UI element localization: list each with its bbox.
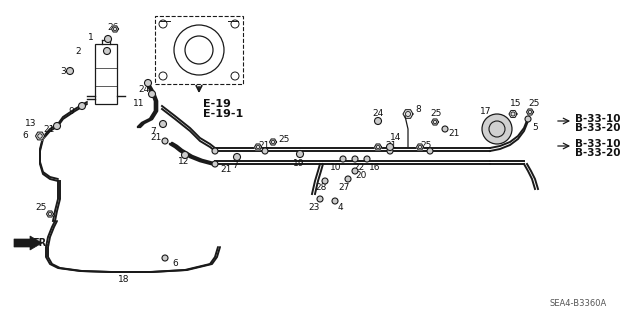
Circle shape xyxy=(322,178,328,184)
Text: E-19-1: E-19-1 xyxy=(203,109,243,119)
Circle shape xyxy=(159,121,166,128)
Polygon shape xyxy=(111,26,118,32)
Text: 6: 6 xyxy=(22,131,28,140)
Polygon shape xyxy=(403,110,413,118)
Text: 21: 21 xyxy=(43,124,54,133)
Circle shape xyxy=(162,138,168,144)
Text: 25: 25 xyxy=(528,100,540,108)
Circle shape xyxy=(482,114,512,144)
Text: E-19: E-19 xyxy=(203,99,231,109)
Text: 19: 19 xyxy=(293,159,305,167)
Circle shape xyxy=(374,117,381,124)
Text: 4: 4 xyxy=(338,203,344,211)
Circle shape xyxy=(364,156,370,162)
Text: 22: 22 xyxy=(353,162,364,172)
Circle shape xyxy=(54,122,61,130)
Circle shape xyxy=(332,198,338,204)
Text: 12: 12 xyxy=(178,158,189,167)
Text: 6: 6 xyxy=(172,258,178,268)
Text: 18: 18 xyxy=(118,275,129,284)
Polygon shape xyxy=(509,111,517,117)
Text: SEA4-B3360A: SEA4-B3360A xyxy=(550,300,607,308)
Circle shape xyxy=(182,152,189,159)
Circle shape xyxy=(352,156,358,162)
Text: 15: 15 xyxy=(510,100,522,108)
Text: 27: 27 xyxy=(338,183,349,192)
Text: 20: 20 xyxy=(355,172,366,181)
Text: 25: 25 xyxy=(420,140,431,150)
Text: 7: 7 xyxy=(150,127,156,136)
Circle shape xyxy=(442,126,448,132)
Text: B-33-10: B-33-10 xyxy=(575,139,621,149)
Text: 9: 9 xyxy=(68,107,74,115)
Text: 14: 14 xyxy=(390,132,401,142)
Circle shape xyxy=(104,48,111,55)
Text: FR.: FR. xyxy=(32,238,50,248)
Bar xyxy=(95,44,117,104)
Text: B-33-20: B-33-20 xyxy=(575,123,621,133)
Text: 3: 3 xyxy=(60,68,66,77)
Circle shape xyxy=(345,176,351,182)
Polygon shape xyxy=(374,144,381,150)
Text: 10: 10 xyxy=(330,162,342,172)
Text: 24: 24 xyxy=(138,85,149,93)
Circle shape xyxy=(387,144,394,151)
Polygon shape xyxy=(14,236,42,250)
Bar xyxy=(155,16,243,84)
Polygon shape xyxy=(431,119,438,125)
Polygon shape xyxy=(269,139,276,145)
Text: 21: 21 xyxy=(385,140,396,150)
Text: B-33-20: B-33-20 xyxy=(575,148,621,158)
Text: 24: 24 xyxy=(372,109,383,118)
Circle shape xyxy=(317,196,323,202)
Text: 21: 21 xyxy=(150,133,161,143)
Text: 25: 25 xyxy=(35,203,46,211)
Circle shape xyxy=(212,161,218,167)
Text: 21: 21 xyxy=(258,140,269,150)
Circle shape xyxy=(340,156,346,162)
Circle shape xyxy=(162,255,168,261)
Circle shape xyxy=(104,35,111,42)
Text: 28: 28 xyxy=(315,183,326,192)
Text: 26: 26 xyxy=(107,23,118,32)
Text: 5: 5 xyxy=(532,122,538,131)
Text: 2: 2 xyxy=(75,48,81,56)
Text: B-33-10: B-33-10 xyxy=(575,114,621,124)
Text: 16: 16 xyxy=(369,162,381,172)
Text: 23: 23 xyxy=(308,203,319,211)
Circle shape xyxy=(262,148,268,154)
Polygon shape xyxy=(255,144,262,150)
Circle shape xyxy=(234,153,241,160)
Text: 11: 11 xyxy=(133,100,145,108)
Polygon shape xyxy=(417,144,424,150)
Text: 21: 21 xyxy=(220,165,232,174)
Text: 25: 25 xyxy=(278,135,289,144)
Circle shape xyxy=(145,79,152,86)
Circle shape xyxy=(296,151,303,158)
Polygon shape xyxy=(35,132,45,140)
Circle shape xyxy=(352,168,358,174)
Text: 17: 17 xyxy=(480,107,492,115)
Circle shape xyxy=(525,116,531,122)
Circle shape xyxy=(427,148,433,154)
Circle shape xyxy=(67,68,74,75)
Polygon shape xyxy=(47,211,54,217)
Text: 8: 8 xyxy=(415,105,420,114)
Polygon shape xyxy=(527,109,534,115)
Circle shape xyxy=(79,102,86,109)
Circle shape xyxy=(148,91,156,98)
Text: 21: 21 xyxy=(448,130,460,138)
Circle shape xyxy=(212,148,218,154)
Text: 7: 7 xyxy=(232,161,237,170)
Text: 13: 13 xyxy=(25,120,36,129)
Text: 25: 25 xyxy=(430,109,442,118)
Circle shape xyxy=(387,148,393,154)
Text: 1: 1 xyxy=(88,33,93,42)
